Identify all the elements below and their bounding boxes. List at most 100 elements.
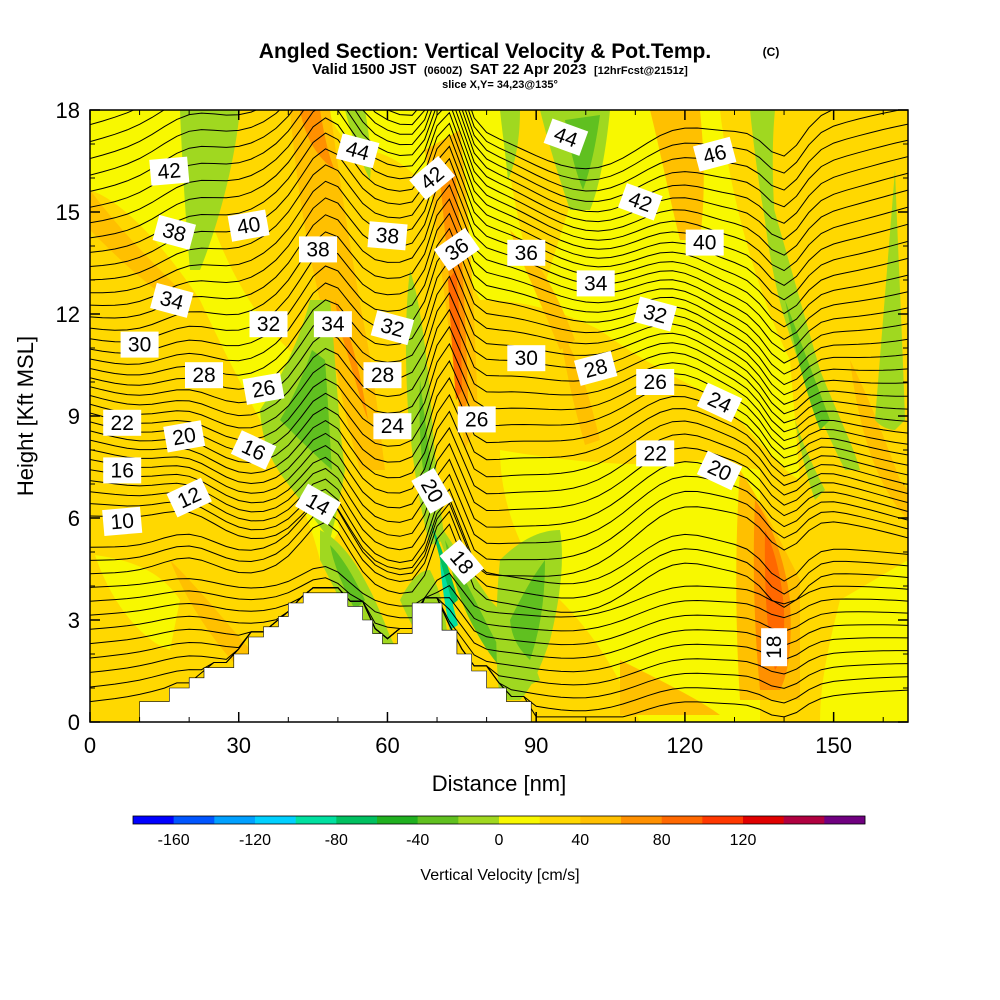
- x-tick-label: 30: [226, 733, 250, 758]
- vv-updraft-region: [650, 110, 704, 240]
- contour-label: 22: [636, 440, 675, 467]
- colorbar-swatch: [377, 816, 418, 824]
- contour-label: 34: [576, 270, 615, 297]
- x-tick-label: 150: [815, 733, 852, 758]
- colorbar-swatch: [499, 816, 540, 824]
- contour-label-bg: [507, 239, 546, 266]
- contour-label-bg: [636, 369, 675, 395]
- theta-contour-line: [90, 259, 908, 405]
- colorbar-tick-label: -120: [239, 832, 271, 849]
- contour-label-text: 26: [250, 376, 277, 403]
- theta-contour-line: [90, 565, 908, 618]
- contour-label: 30: [507, 345, 546, 372]
- contour-label-text: 26: [465, 408, 488, 431]
- contour-label-text: 34: [321, 313, 345, 336]
- theta-contour-line: [90, 110, 903, 181]
- vv-updraft-region: [850, 360, 908, 520]
- contour-label: 10: [102, 506, 143, 537]
- colorbar-swatch: [133, 816, 174, 824]
- contour-label-text: 34: [584, 272, 608, 295]
- contour-label-bg: [576, 270, 615, 297]
- theta-contour-line: [90, 184, 908, 353]
- colorbar-tick-label: 40: [571, 832, 589, 849]
- contour-label: 28: [185, 362, 223, 389]
- contour-label-bg: [507, 345, 546, 372]
- contour-label-text: 36: [515, 242, 538, 265]
- contour-label: 38: [152, 214, 197, 250]
- vv-downdraft-region: [180, 110, 240, 270]
- contour-label-bg: [363, 362, 402, 389]
- theta-contour-line: [90, 410, 908, 494]
- contour-label-bg: [761, 628, 788, 667]
- contour-label: 16: [103, 457, 142, 484]
- contour-label-text: 16: [111, 459, 134, 482]
- theta-contour-line: [90, 145, 908, 315]
- contour-label-bg: [457, 406, 496, 433]
- theta-contour-line: [90, 308, 908, 433]
- contour-label-text: 10: [110, 509, 135, 534]
- colorbar-swatch: [336, 816, 378, 824]
- contour-label-bg: [367, 221, 408, 251]
- contour-label-text: 28: [371, 364, 394, 387]
- contour-label: 20: [163, 420, 206, 453]
- y-tick-label: 15: [56, 200, 80, 225]
- theta-contour-line: [90, 111, 908, 272]
- contour-label-bg: [636, 440, 675, 467]
- contour-label-text: 42: [157, 159, 182, 184]
- contour-label: 34: [313, 311, 352, 338]
- contour-label-bg: [409, 155, 456, 201]
- theta-contour-line: [90, 458, 908, 537]
- colorbar-label: Vertical Velocity [cm/s]: [420, 867, 579, 884]
- colorbar-swatch: [214, 816, 256, 824]
- contour-label-bg: [696, 382, 743, 423]
- chart-title-units: (C): [763, 45, 780, 59]
- contour-label-bg: [692, 136, 737, 172]
- contour-label-bg: [249, 311, 288, 338]
- colorbar-swatch: [702, 816, 744, 824]
- contour-label-bg: [433, 227, 480, 271]
- contour-label: 26: [636, 369, 675, 395]
- slice-label: slice X,Y= 34,23@135°: [442, 79, 558, 91]
- theta-contour-line: [90, 122, 908, 286]
- subtitle-forecast: [12hrFcst@2151z]: [594, 65, 688, 77]
- colorbar-swatch: [580, 816, 622, 824]
- contour-label-bg: [163, 420, 206, 453]
- vv-downdraft-region: [510, 560, 545, 660]
- x-axis-label: Distance [nm]: [432, 771, 567, 796]
- theta-contour-line: [90, 426, 908, 509]
- contour-label-bg: [103, 457, 142, 484]
- contour-label-bg: [102, 506, 143, 537]
- subtitle-utc-time: (0600Z): [424, 65, 463, 77]
- contour-label-text: 22: [111, 412, 134, 435]
- contour-label-bg: [120, 331, 159, 358]
- contour-label-text: 20: [171, 424, 198, 451]
- vv-downdraft-region: [330, 545, 365, 610]
- theta-contour-line: [90, 227, 908, 386]
- contour-label-bg: [166, 477, 212, 518]
- y-tick-label: 12: [56, 302, 80, 327]
- colorbar-tick-label: -80: [325, 832, 348, 849]
- contour-label-text: 40: [693, 232, 716, 255]
- y-tick-label: 9: [68, 404, 80, 429]
- contour-label-text: 24: [381, 415, 405, 438]
- vv-zero-band: [95, 555, 180, 650]
- theta-contour-line: [90, 275, 908, 415]
- x-tick-label: 0: [84, 733, 96, 758]
- contour-label-bg: [633, 296, 677, 332]
- contour-label-text: 22: [644, 442, 667, 465]
- theta-contour-line: [90, 110, 834, 170]
- x-tick-label: 60: [375, 733, 399, 758]
- contour-label: 34: [150, 282, 194, 318]
- vv-zero-band: [820, 560, 908, 722]
- theta-contour-line: [90, 212, 908, 375]
- contour-label-bg: [617, 183, 663, 221]
- subtitle-valid-time: Valid 1500 JST: [312, 61, 416, 78]
- contour-label: 18: [761, 628, 788, 667]
- contour-label-bg: [373, 413, 412, 440]
- contour-label: 26: [242, 372, 285, 405]
- y-tick-label: 6: [68, 506, 80, 531]
- y-tick-label: 3: [68, 608, 80, 633]
- theta-contour-line: [90, 133, 908, 301]
